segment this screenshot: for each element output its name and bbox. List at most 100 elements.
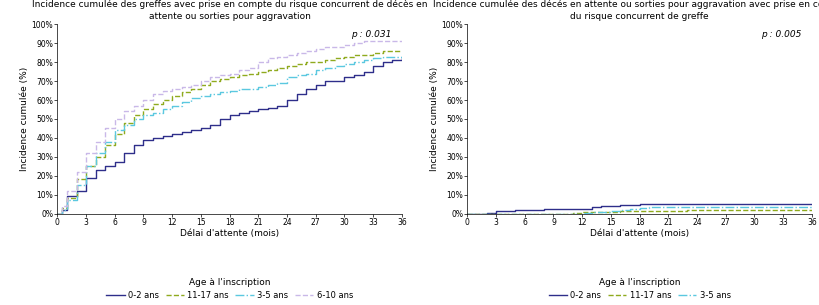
11-17 ans (509, 212, 519, 215)
11-17 ans (378, 49, 387, 53)
3-5 ans (767, 205, 777, 209)
11-17 ans (595, 210, 605, 213)
11-17 ans (663, 209, 672, 213)
6-10 ans (57, 204, 67, 208)
3-5 ans (215, 91, 224, 94)
3-5 ans (567, 212, 577, 215)
3-5 ans (253, 85, 263, 89)
X-axis label: Délai d'attente (mois): Délai d'attente (mois) (180, 229, 278, 239)
Text: p : 0.005: p : 0.005 (760, 30, 800, 39)
11-17 ans (148, 102, 158, 106)
11-17 ans (320, 59, 330, 62)
3-5 ans (481, 212, 491, 215)
0-2 ans (81, 176, 91, 179)
3-5 ans (624, 207, 634, 211)
11-17 ans (224, 76, 234, 79)
3-5 ans (186, 96, 196, 100)
0-2 ans (387, 59, 396, 62)
6-10 ans (310, 47, 320, 51)
11-17 ans (167, 95, 177, 98)
Line: 0-2 ans: 0-2 ans (57, 56, 401, 213)
6-10 ans (224, 72, 234, 75)
11-17 ans (701, 209, 711, 212)
3-5 ans (52, 212, 62, 215)
3-5 ans (378, 55, 387, 58)
11-17 ans (720, 208, 730, 212)
0-2 ans (701, 202, 711, 206)
0-2 ans (615, 203, 625, 207)
0-2 ans (472, 212, 482, 215)
0-2 ans (100, 164, 110, 168)
Line: 0-2 ans: 0-2 ans (467, 204, 811, 214)
11-17 ans (243, 72, 253, 75)
3-5 ans (396, 55, 406, 58)
11-17 ans (529, 212, 539, 215)
3-5 ans (519, 212, 529, 215)
6-10 ans (157, 89, 167, 92)
3-5 ans (681, 205, 691, 209)
6-10 ans (206, 76, 215, 79)
11-17 ans (177, 91, 187, 94)
0-2 ans (177, 130, 187, 134)
6-10 ans (368, 40, 378, 43)
0-2 ans (672, 202, 682, 206)
3-5 ans (368, 57, 378, 60)
3-5 ans (349, 60, 359, 64)
Line: 6-10 ans: 6-10 ans (57, 41, 401, 214)
11-17 ans (491, 212, 500, 215)
0-2 ans (329, 79, 339, 83)
0-2 ans (282, 98, 292, 102)
6-10 ans (349, 41, 359, 45)
0-2 ans (234, 111, 244, 115)
3-5 ans (701, 205, 711, 209)
3-5 ans (538, 212, 548, 215)
3-5 ans (595, 210, 605, 213)
0-2 ans (57, 208, 67, 212)
0-2 ans (796, 202, 806, 206)
11-17 ans (396, 49, 406, 53)
6-10 ans (263, 57, 273, 60)
11-17 ans (282, 64, 292, 68)
0-2 ans (224, 113, 234, 117)
11-17 ans (653, 209, 663, 213)
6-10 ans (253, 60, 263, 64)
11-17 ans (538, 212, 548, 215)
3-5 ans (358, 59, 368, 62)
3-5 ans (224, 89, 234, 92)
3-5 ans (71, 183, 81, 187)
3-5 ans (157, 108, 167, 111)
6-10 ans (62, 189, 72, 193)
0-2 ans (129, 144, 138, 147)
0-2 ans (157, 134, 167, 138)
11-17 ans (387, 49, 396, 53)
0-2 ans (567, 207, 577, 211)
0-2 ans (349, 74, 359, 77)
Y-axis label: Incidence cumulée (%): Incidence cumulée (%) (20, 67, 29, 171)
6-10 ans (234, 68, 244, 72)
6-10 ans (167, 87, 177, 91)
11-17 ans (368, 51, 378, 55)
3-5 ans (548, 212, 558, 215)
0-2 ans (148, 136, 158, 140)
6-10 ans (387, 40, 396, 43)
0-2 ans (739, 202, 749, 206)
0-2 ans (186, 128, 196, 132)
11-17 ans (796, 208, 806, 212)
3-5 ans (387, 55, 396, 58)
0-2 ans (509, 208, 519, 212)
6-10 ans (378, 40, 387, 43)
6-10 ans (196, 79, 206, 83)
0-2 ans (491, 210, 500, 213)
11-17 ans (519, 212, 529, 215)
11-17 ans (57, 206, 67, 210)
11-17 ans (62, 196, 72, 200)
6-10 ans (100, 127, 110, 130)
0-2 ans (215, 117, 224, 121)
3-5 ans (730, 205, 740, 209)
11-17 ans (339, 55, 349, 58)
11-17 ans (634, 209, 644, 213)
3-5 ans (120, 123, 129, 127)
11-17 ans (157, 98, 167, 102)
6-10 ans (71, 170, 81, 174)
11-17 ans (500, 212, 510, 215)
